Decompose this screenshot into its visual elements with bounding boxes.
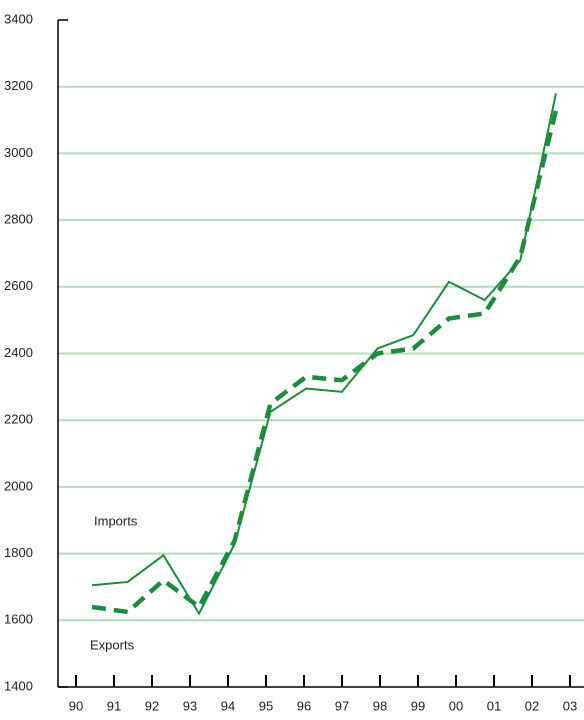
legend-label: Imports: [94, 513, 138, 528]
y-tick-label: 3000: [4, 145, 33, 160]
x-tick-label: 02: [525, 698, 539, 713]
x-tick-label: 91: [107, 698, 121, 713]
x-tick-label: 90: [69, 698, 83, 713]
x-tick-label: 97: [335, 698, 349, 713]
y-tick-label: 2000: [4, 478, 33, 493]
y-tick-label: 2200: [4, 412, 33, 427]
y-tick-label: 1400: [4, 678, 33, 693]
y-tick-label: 3400: [4, 11, 33, 26]
x-tick-label: 03: [563, 698, 577, 713]
x-tick-label: 93: [183, 698, 197, 713]
series-line: [91, 93, 557, 616]
series-line: [91, 109, 559, 615]
x-tick-label: 98: [373, 698, 387, 713]
y-tick-label: 1800: [4, 545, 33, 560]
x-tick-label: 94: [221, 698, 235, 713]
legend-label: Exports: [90, 637, 135, 652]
y-tick-label: 2800: [4, 212, 33, 227]
x-tick-label: 99: [411, 698, 425, 713]
x-tick-label: 00: [449, 698, 463, 713]
x-tick-label: 95: [259, 698, 273, 713]
x-tick-label: 92: [145, 698, 159, 713]
y-tick-label: 2400: [4, 345, 33, 360]
x-tick-label: 01: [487, 698, 501, 713]
y-tick-label: 2600: [4, 278, 33, 293]
y-tick-label: 3200: [4, 78, 33, 93]
y-tick-label: 1600: [4, 612, 33, 627]
x-tick-label: 96: [297, 698, 311, 713]
